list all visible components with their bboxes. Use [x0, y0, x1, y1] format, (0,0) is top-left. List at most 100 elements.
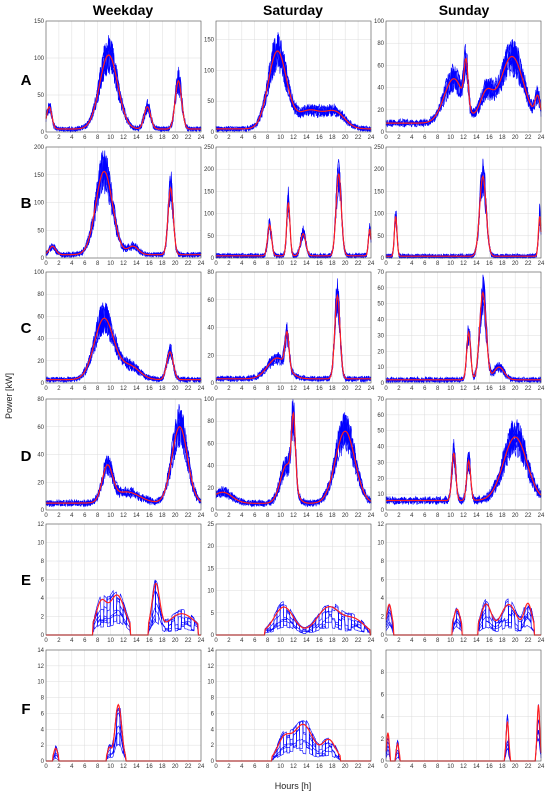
x-tick-label: 18 [159, 764, 166, 770]
x-tick-label: 14 [303, 135, 310, 141]
x-tick-label: 22 [185, 261, 192, 267]
x-tick-label: 14 [133, 261, 140, 267]
axes-frame [385, 146, 542, 259]
x-tick-label: 24 [368, 638, 375, 644]
y-tick-label: 50 [377, 234, 384, 240]
x-tick-label: 16 [486, 135, 493, 141]
x-tick-label: 2 [397, 135, 401, 141]
sample-line [45, 404, 202, 508]
x-tick-label: 22 [355, 513, 362, 519]
x-tick-label: 22 [355, 764, 362, 770]
x-tick-label: 6 [423, 135, 427, 141]
y-tick-label: 100 [34, 56, 45, 62]
mean-line [45, 170, 201, 256]
axes-frame [215, 271, 372, 384]
x-tick-label: 24 [368, 135, 375, 141]
y-tick-label: 100 [34, 270, 45, 276]
y-tick-label: 200 [34, 145, 45, 151]
y-tick-label: 40 [377, 445, 384, 451]
x-tick-label: 20 [172, 135, 179, 141]
x-tick-label: 0 [384, 386, 388, 392]
x-tick-label: 24 [198, 764, 205, 770]
y-tick-label: 80 [207, 270, 214, 276]
x-tick-label: 22 [525, 386, 532, 392]
y-tick-label: 2 [381, 615, 385, 621]
y-tick-label: 200 [204, 167, 215, 173]
y-tick-label: 150 [34, 19, 45, 25]
y-tick-label: 40 [207, 464, 214, 470]
x-tick-label: 18 [329, 386, 336, 392]
y-tick-label: 30 [377, 460, 384, 466]
x-tick-label: 24 [538, 638, 545, 644]
x-tick-label: 2 [227, 638, 231, 644]
x-tick-label: 18 [329, 261, 336, 267]
x-tick-label: 22 [185, 386, 192, 392]
x-tick-label: 0 [44, 261, 48, 267]
row-label-b: B [21, 195, 32, 212]
x-tick-label: 0 [214, 261, 218, 267]
x-tick-label: 18 [499, 386, 506, 392]
x-tick-label: 0 [384, 764, 388, 770]
y-tick-label: 0 [211, 508, 215, 514]
y-tick-label: 4 [211, 727, 215, 733]
x-tick-label: 10 [277, 764, 284, 770]
y-tick-label: 0 [41, 130, 45, 136]
x-tick-label: 22 [185, 638, 192, 644]
y-tick-label: 60 [377, 286, 384, 292]
mean-line [46, 317, 201, 381]
x-tick-label: 24 [198, 135, 205, 141]
x-tick-label: 4 [70, 513, 74, 519]
x-tick-label: 0 [384, 638, 388, 644]
y-tick-label: 14 [207, 648, 214, 654]
y-tick-label: 70 [377, 397, 384, 403]
y-tick-label: 8 [41, 696, 45, 702]
x-tick-label: 8 [266, 261, 270, 267]
y-tick-label: 25 [207, 522, 214, 528]
x-tick-label: 0 [384, 261, 388, 267]
x-tick-label: 4 [70, 764, 74, 770]
x-tick-label: 6 [253, 135, 257, 141]
x-tick-label: 10 [447, 386, 454, 392]
y-tick-label: 0 [381, 508, 385, 514]
y-tick-label: 0 [41, 633, 45, 639]
x-tick-label: 2 [397, 386, 401, 392]
x-tick-label: 6 [83, 135, 87, 141]
x-tick-label: 10 [277, 638, 284, 644]
x-tick-label: 2 [397, 261, 401, 267]
y-tick-label: 80 [37, 292, 44, 298]
y-tick-label: 12 [377, 522, 384, 528]
x-tick-label: 4 [240, 638, 244, 644]
x-tick-label: 22 [525, 135, 532, 141]
y-tick-label: 4 [41, 727, 45, 733]
x-tick-label: 8 [96, 386, 100, 392]
y-tick-label: 100 [204, 68, 215, 74]
x-tick-label: 8 [266, 513, 270, 519]
column-title-saturday: Saturday [263, 2, 323, 18]
sample-line [215, 289, 371, 383]
x-tick-label: 4 [70, 638, 74, 644]
x-tick-label: 2 [57, 513, 61, 519]
x-tick-label: 4 [70, 386, 74, 392]
x-tick-label: 2 [57, 386, 61, 392]
y-tick-label: 4 [41, 596, 45, 602]
mean-line [386, 55, 542, 124]
x-tick-label: 12 [290, 638, 297, 644]
x-tick-label: 0 [44, 135, 48, 141]
y-tick-label: 0 [381, 381, 385, 387]
x-tick-label: 18 [499, 638, 506, 644]
x-tick-label: 14 [473, 386, 480, 392]
y-tick-label: 100 [374, 19, 385, 25]
y-tick-label: 60 [207, 298, 214, 304]
y-tick-label: 50 [207, 234, 214, 240]
x-tick-label: 14 [133, 135, 140, 141]
x-tick-label: 6 [253, 764, 257, 770]
x-tick-label: 20 [172, 638, 179, 644]
x-tick-label: 6 [253, 638, 257, 644]
y-tick-label: 5 [211, 611, 215, 617]
y-tick-label: 12 [37, 522, 44, 528]
x-tick-label: 4 [240, 764, 244, 770]
x-tick-label: 16 [146, 261, 153, 267]
y-tick-label: 0 [41, 759, 45, 765]
